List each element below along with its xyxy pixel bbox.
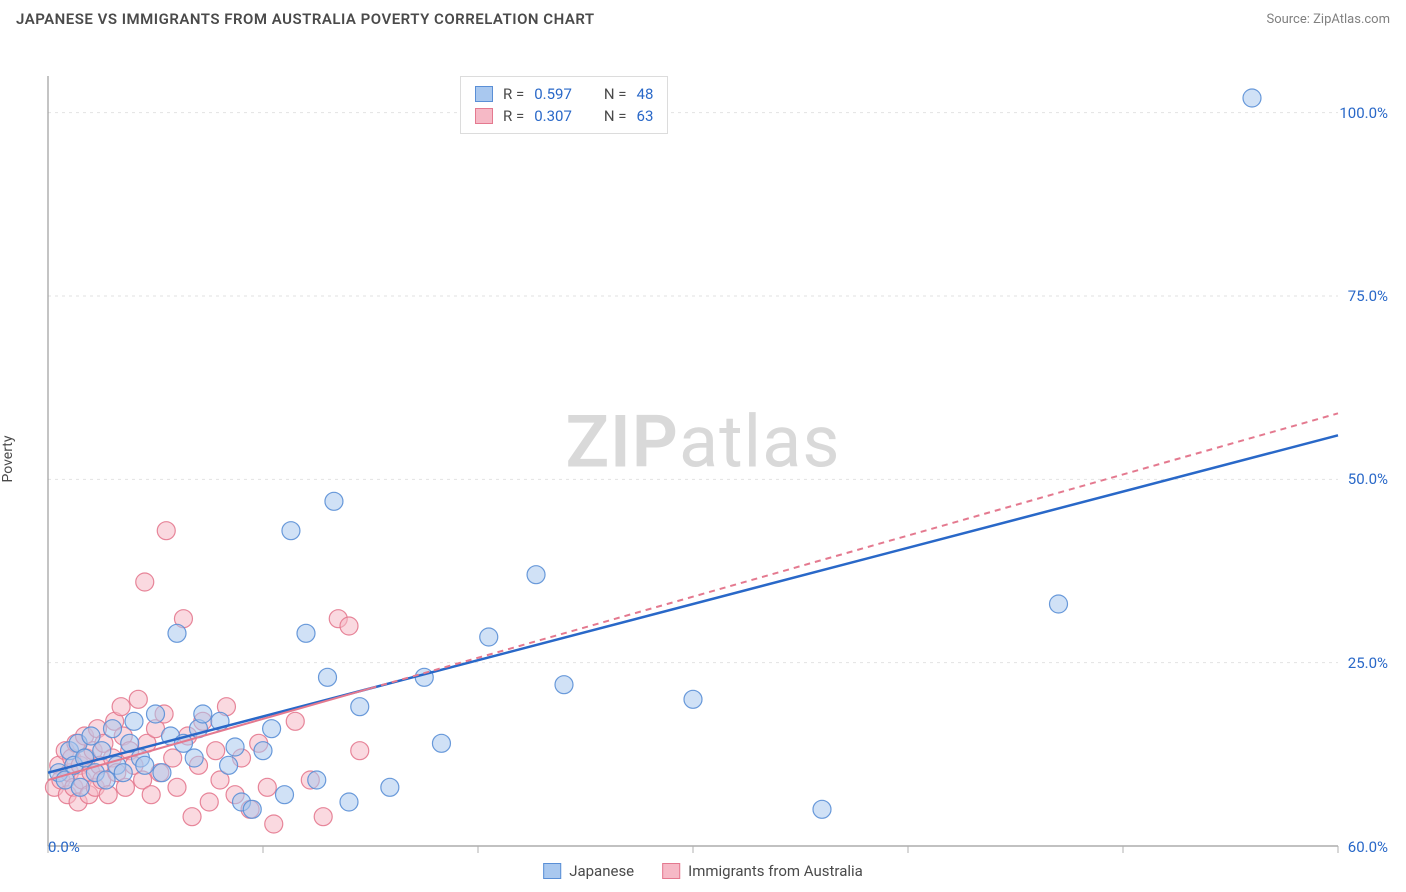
legend-item: Immigrants from Australia (662, 862, 863, 880)
chart-title: JAPANESE VS IMMIGRANTS FROM AUSTRALIA PO… (16, 10, 595, 28)
legend-label: Immigrants from Australia (688, 862, 863, 880)
legend-swatch (475, 108, 493, 124)
n-label: N = (604, 107, 627, 125)
n-value: 63 (637, 107, 654, 125)
header: JAPANESE VS IMMIGRANTS FROM AUSTRALIA PO… (0, 0, 1406, 34)
legend-item: Japanese (543, 862, 634, 880)
n-label: N = (604, 85, 627, 103)
legend-swatch (475, 86, 493, 102)
y-tick-label: 75.0% (1348, 287, 1388, 305)
series-legend: Japanese Immigrants from Australia (543, 862, 863, 880)
y-tick-label: 100.0% (1339, 104, 1388, 122)
legend-row: R = 0.597 N = 48 (475, 83, 653, 105)
legend-swatch (662, 863, 680, 879)
r-label: R = (503, 85, 524, 103)
legend-label: Japanese (569, 862, 634, 880)
y-tick-label: 25.0% (1348, 654, 1388, 672)
x-tick-label: 60.0% (1348, 838, 1388, 856)
n-value: 48 (637, 85, 654, 103)
chart-area: Poverty ZIPatlas R = 0.597 N = 48 R = 0.… (0, 34, 1406, 884)
scatter-plot (0, 34, 1406, 884)
r-label: R = (503, 107, 524, 125)
r-value: 0.597 (534, 85, 572, 103)
source-label: Source: ZipAtlas.com (1266, 12, 1390, 27)
y-tick-label: 50.0% (1348, 470, 1388, 488)
source-prefix: Source: (1266, 12, 1313, 27)
legend-row: R = 0.307 N = 63 (475, 105, 653, 127)
legend-swatch (543, 863, 561, 879)
correlation-legend: R = 0.597 N = 48 R = 0.307 N = 63 (460, 76, 668, 134)
y-axis-label: Poverty (0, 435, 16, 482)
x-tick-label: 0.0% (48, 838, 80, 856)
r-value: 0.307 (534, 107, 572, 125)
source-name: ZipAtlas.com (1313, 12, 1390, 27)
